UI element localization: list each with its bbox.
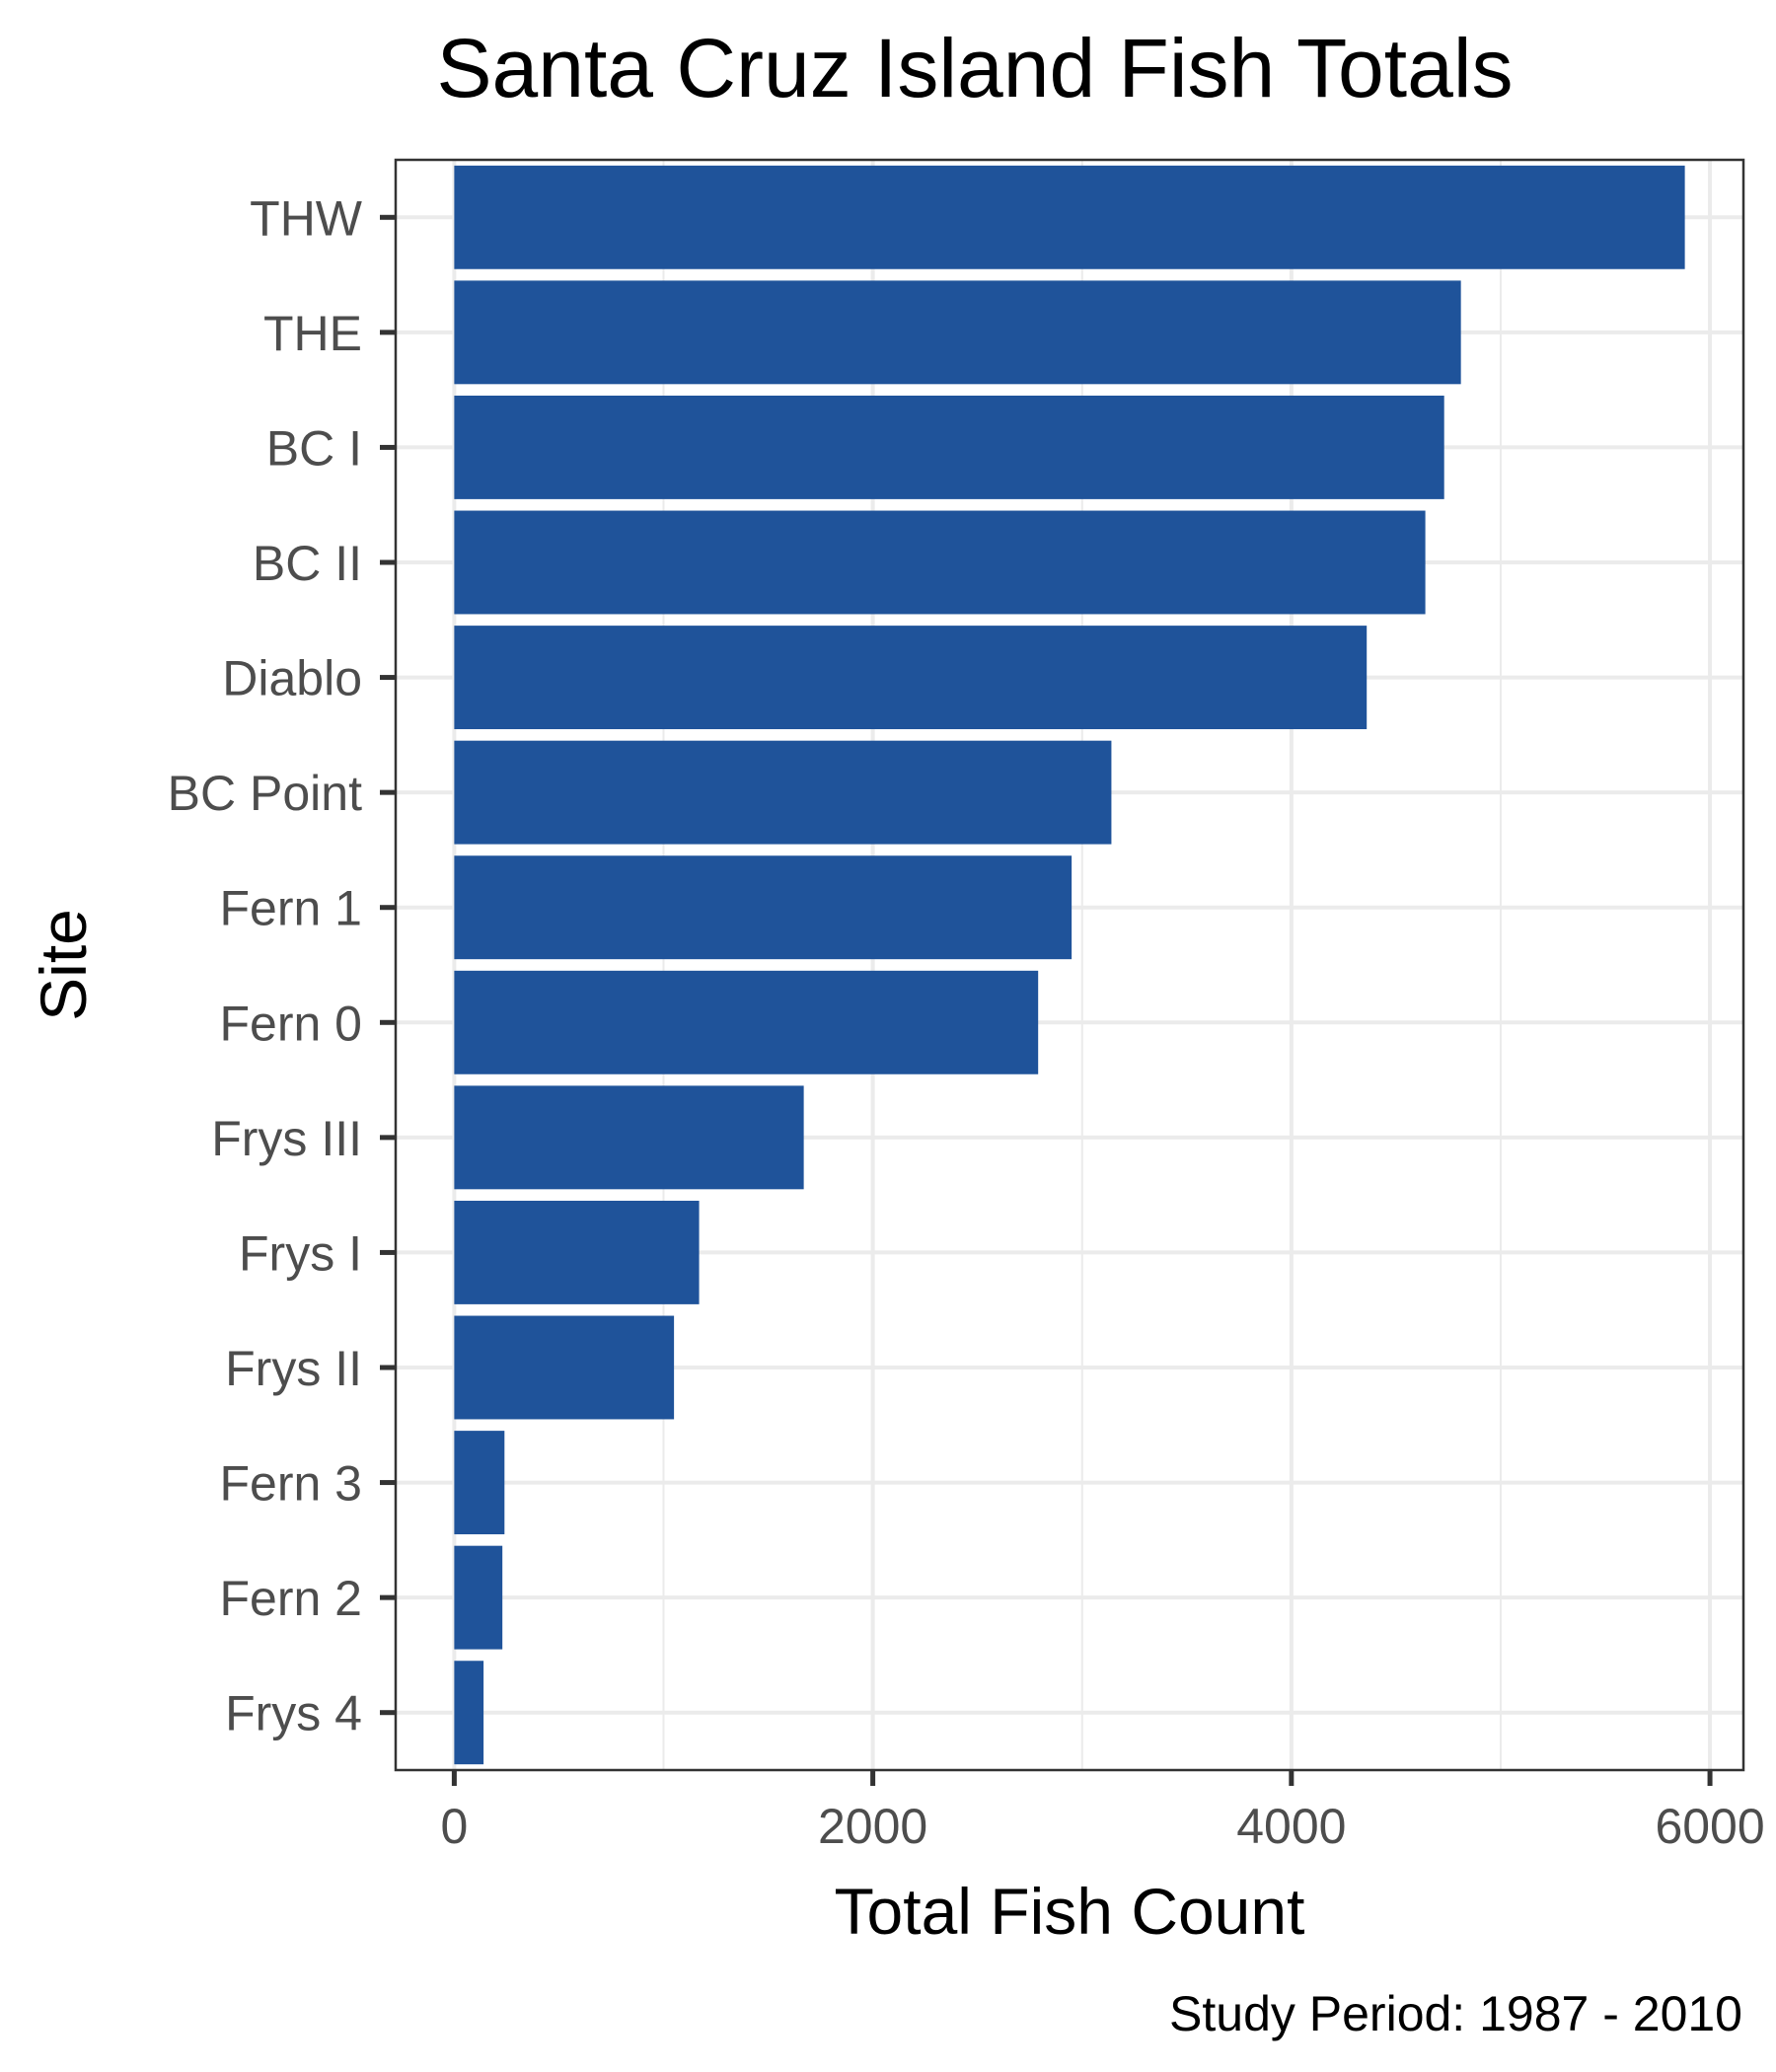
plot-border bbox=[394, 158, 1745, 1772]
bar-fern-3 bbox=[454, 1431, 505, 1535]
bar-thw bbox=[454, 165, 1685, 269]
x-tick-label: 2000 bbox=[818, 1799, 927, 1854]
bar-diablo bbox=[454, 626, 1368, 730]
bar-fern-1 bbox=[454, 855, 1073, 960]
y-tick-label: Frys III bbox=[211, 1111, 362, 1166]
bar-fern-2 bbox=[454, 1545, 503, 1650]
y-tick-label: Diablo bbox=[222, 651, 362, 706]
y-tick-label: Fern 3 bbox=[219, 1456, 362, 1512]
x-tick-label: 4000 bbox=[1236, 1799, 1346, 1854]
y-tick-label: BC II bbox=[253, 536, 362, 591]
bar-frys-4 bbox=[454, 1661, 484, 1765]
x-axis-title: Total Fish Count bbox=[835, 1875, 1305, 1948]
y-tick-label: THE bbox=[263, 306, 362, 361]
bar-frys-ii bbox=[454, 1315, 675, 1420]
x-tick-label: 0 bbox=[440, 1799, 468, 1854]
bar-frys-iii bbox=[454, 1085, 804, 1190]
y-tick-label: Frys I bbox=[239, 1225, 362, 1281]
y-tick-label: Fern 2 bbox=[219, 1571, 362, 1626]
chart-title: Santa Cruz Island Fish Totals bbox=[437, 22, 1514, 114]
y-tick-label: Frys 4 bbox=[225, 1686, 362, 1741]
bar-bc-i bbox=[454, 395, 1444, 499]
bar-frys-i bbox=[454, 1200, 700, 1304]
bar-bc-ii bbox=[454, 510, 1426, 615]
y-tick-label: Frys II bbox=[225, 1341, 362, 1396]
bar-bc-point bbox=[454, 740, 1112, 845]
bar-fern-0 bbox=[454, 970, 1039, 1074]
x-axis: 0 2000 4000 6000 bbox=[440, 1770, 1765, 1854]
x-tick-label: 6000 bbox=[1655, 1799, 1764, 1854]
y-axis-title: Site bbox=[27, 909, 100, 1021]
y-axis: THW THE BC I BC II Diablo BC Point Fern 1 Fern … bbox=[168, 190, 396, 1741]
y-tick-label: BC Point bbox=[168, 766, 362, 821]
y-tick-label: Fern 0 bbox=[219, 996, 362, 1051]
bar-the bbox=[454, 280, 1461, 385]
y-tick-label: Fern 1 bbox=[219, 881, 362, 936]
y-tick-label: BC I bbox=[266, 420, 362, 476]
chart-caption: Study Period: 1987 - 2010 bbox=[1169, 1986, 1742, 2041]
bars bbox=[454, 165, 1685, 1765]
y-tick-label: THW bbox=[250, 190, 363, 246]
